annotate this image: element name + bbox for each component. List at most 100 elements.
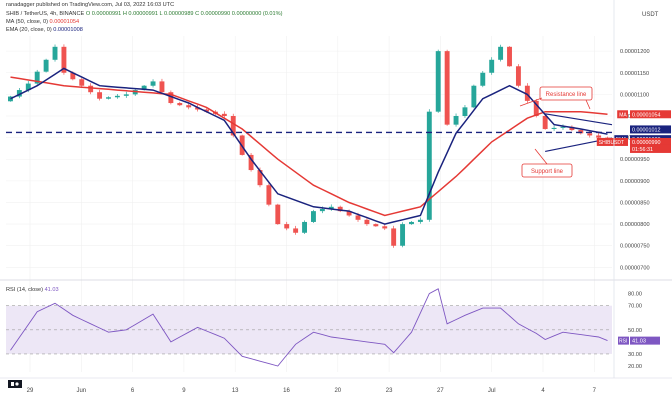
candle-body <box>373 224 379 227</box>
resistance-arrow <box>519 97 543 107</box>
candle-body <box>97 92 103 99</box>
candle-body <box>79 79 85 86</box>
rsi-tag-label-box <box>618 336 629 345</box>
rsi-legend-value: 41.03 <box>44 287 59 293</box>
price-tick-label: 0.00001100 <box>620 92 649 98</box>
candle-body <box>311 211 316 222</box>
candle-body <box>462 107 468 116</box>
candle-body <box>266 185 272 205</box>
candle-body <box>186 105 192 108</box>
rsi-legend-label: RSI (14, close) <box>6 287 43 293</box>
rsi-tick-label: 20.00 <box>628 364 642 370</box>
candle-body <box>34 71 40 84</box>
candle-body <box>150 81 156 86</box>
tag-label-box-MA <box>617 110 628 119</box>
candle-body <box>159 81 165 93</box>
tag-value-resistance: 0.00001012 <box>632 127 660 133</box>
rsi-levels <box>6 305 612 355</box>
price-tick-label: 0.00000950 <box>620 157 650 163</box>
candle-body <box>382 226 388 229</box>
resistance-annotation: Resistance line <box>519 86 593 110</box>
tag-value-SHIBUSDT: 0.00000990 <box>632 140 660 146</box>
candle-body <box>533 100 539 116</box>
candle-body <box>515 66 521 86</box>
candle-body <box>168 92 174 104</box>
candle-body <box>507 46 512 67</box>
time-axis: 29 Jun 6 9 13 16 20 23 27 Jul 4 7 <box>27 388 597 394</box>
price-tick-label: 0.00000700 <box>620 265 650 271</box>
time-tick-label: 4 <box>541 388 545 394</box>
candle-body <box>542 116 548 129</box>
candle-body <box>195 107 201 110</box>
rsi-tag-label: RSI <box>619 339 627 345</box>
candle-body <box>355 215 361 220</box>
rsi-axis: 80.00 70.00 50.00 30.00 20.00 RSI 41.03 <box>618 292 660 370</box>
tag-label-SHIBUSDT: SHIBUSDT <box>599 140 624 146</box>
candle-body <box>391 228 397 246</box>
time-tick-label: 16 <box>283 388 290 394</box>
tag-value-box-resistance <box>630 125 671 134</box>
candle-body <box>284 224 290 229</box>
candle-body <box>346 211 352 216</box>
candle-body <box>275 204 281 225</box>
price-tick-label: 0.00000850 <box>620 200 650 206</box>
support-label: Support line <box>531 169 564 175</box>
price-tags: MA0.000010540.00001012EMA0.00001008SHIBU… <box>596 110 671 153</box>
time-tick-label: Jul <box>488 388 496 394</box>
rsi-tag-value: 41.03 <box>632 339 646 345</box>
candle-body <box>524 85 530 101</box>
candle-body <box>444 51 450 125</box>
time-tick-label: 23 <box>386 388 393 394</box>
candle-body <box>16 90 22 97</box>
price-tick-label: 0.00001150 <box>620 71 649 77</box>
ma-legend-label: MA (50, close, 0) <box>6 19 48 25</box>
time-tick-label: 9 <box>182 388 186 394</box>
resistance-label: Resistance line <box>546 92 587 98</box>
candle-body <box>221 113 227 116</box>
candle-body <box>453 116 459 125</box>
candle-body <box>417 219 423 222</box>
candle-body <box>123 94 129 96</box>
price-tick-label: 0.00000900 <box>620 179 650 185</box>
resistance-label-box <box>539 86 593 101</box>
ma-legend: MA (50, close, 0) 0.00001054 <box>6 19 79 26</box>
time-tick-label: 27 <box>437 388 444 394</box>
candle-body <box>569 126 575 131</box>
ema-line <box>10 67 608 225</box>
candle-body <box>578 130 584 134</box>
tradingview-logo-icon <box>8 380 22 388</box>
candle-body <box>114 95 120 98</box>
ma-legend-value: 0.00001054 <box>49 19 80 25</box>
price-tick-label: 0.00001200 <box>620 49 650 55</box>
candle-body <box>61 46 67 73</box>
time-tick-label: 20 <box>334 388 341 394</box>
resistance-arrow-2 <box>585 99 591 110</box>
rsi-tag-value-box <box>630 336 660 345</box>
rsi-tick-label: 50.00 <box>628 328 642 334</box>
candle-body <box>177 103 183 106</box>
tag-value-box-SHIBUSDT <box>630 137 671 146</box>
tag-value-box-MA <box>630 110 671 119</box>
time-tick-label: Jun <box>76 388 86 394</box>
candle-body <box>52 46 58 60</box>
candle-body <box>337 206 343 212</box>
price-tick-label: 0.00000750 <box>620 244 650 250</box>
candle-body <box>204 109 209 112</box>
tag-value-countdown: 01:56:31 <box>632 147 653 153</box>
ema-legend-value: 0.00001008 <box>53 27 83 33</box>
candle-body <box>435 51 441 112</box>
rsi-legend: RSI (14, close) 41.03 <box>6 287 59 294</box>
time-tick-label: 7 <box>593 388 597 394</box>
ohlc-values: O 0.00000991 H 0.00000991 L 0.00000989 C… <box>85 11 283 17</box>
time-tick-label: 6 <box>131 388 135 394</box>
candle-body <box>8 96 13 102</box>
rsi-line <box>10 288 608 367</box>
candle-body <box>400 224 406 246</box>
candle-body <box>480 72 486 86</box>
tag-value-MA: 0.00001054 <box>632 112 660 118</box>
candle-body <box>489 59 495 73</box>
tag-label-box-SHIBUSDT <box>596 137 628 146</box>
ma-line <box>10 76 608 217</box>
candle-body <box>328 206 334 209</box>
